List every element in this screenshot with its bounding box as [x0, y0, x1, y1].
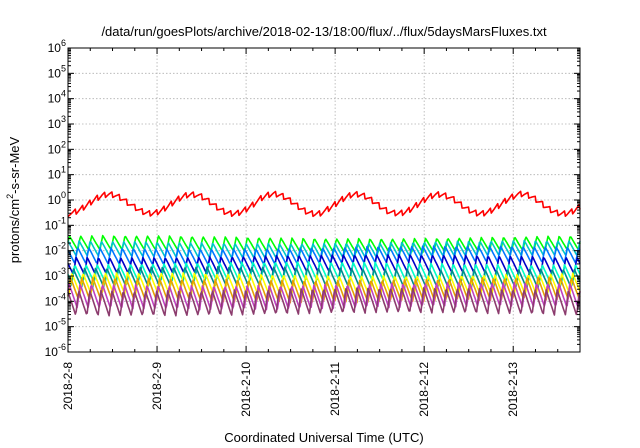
y-tick-label: 100	[48, 190, 66, 207]
series-line	[67, 253, 581, 276]
series-layer	[67, 190, 581, 317]
y-tick-label: 105	[48, 63, 66, 80]
chart-title: /data/run/goesPlots/archive/2018-02-13/1…	[101, 24, 547, 39]
y-tick-label: 10-5	[45, 317, 66, 334]
x-tick-label: 2018-2-10	[239, 362, 253, 417]
y-axis-label-pre: protons/cm	[7, 199, 22, 263]
series-line	[67, 287, 581, 317]
y-tick-label: 106	[48, 38, 66, 55]
x-tick-label: 2018-2-9	[150, 362, 164, 410]
y-tick-label: 10-4	[45, 291, 66, 308]
y-tick-label: 10-1	[45, 215, 66, 232]
x-tick-labels: 2018-2-8 2018-2-9 2018-2-10 2018-2-11 2018-2…	[61, 362, 520, 417]
y-axis-label-post: -s-sr-MeV	[7, 136, 22, 193]
y-tick-labels: 10-6 10-5 10-4 10-3 10-2 10-1 100 101 102 103 104 1…	[45, 38, 66, 359]
series-line	[67, 190, 581, 218]
series-line	[67, 239, 581, 260]
x-tick-label: 2018-2-11	[328, 362, 342, 416]
y-tick-label: 10-2	[45, 241, 66, 258]
y-tick-label: 10-3	[45, 266, 66, 283]
y-tick-label: 101	[48, 165, 66, 182]
x-axis-label: Coordinated Universal Time (UTC)	[224, 430, 423, 445]
y-tick-label: 104	[48, 89, 66, 106]
x-tick-label: 2018-2-12	[417, 362, 431, 417]
y-tick-label: 10-6	[45, 342, 66, 359]
y-tick-label: 103	[48, 114, 66, 131]
y-axis-label: protons/cm2-s-sr-MeV	[5, 136, 22, 263]
y-tick-label: 102	[48, 139, 66, 156]
axis-ticks	[67, 47, 580, 353]
x-tick-label: 2018-2-8	[61, 362, 75, 410]
y-axis-label-sup: 2	[5, 194, 15, 199]
x-tick-label: 2018-2-13	[506, 362, 520, 417]
